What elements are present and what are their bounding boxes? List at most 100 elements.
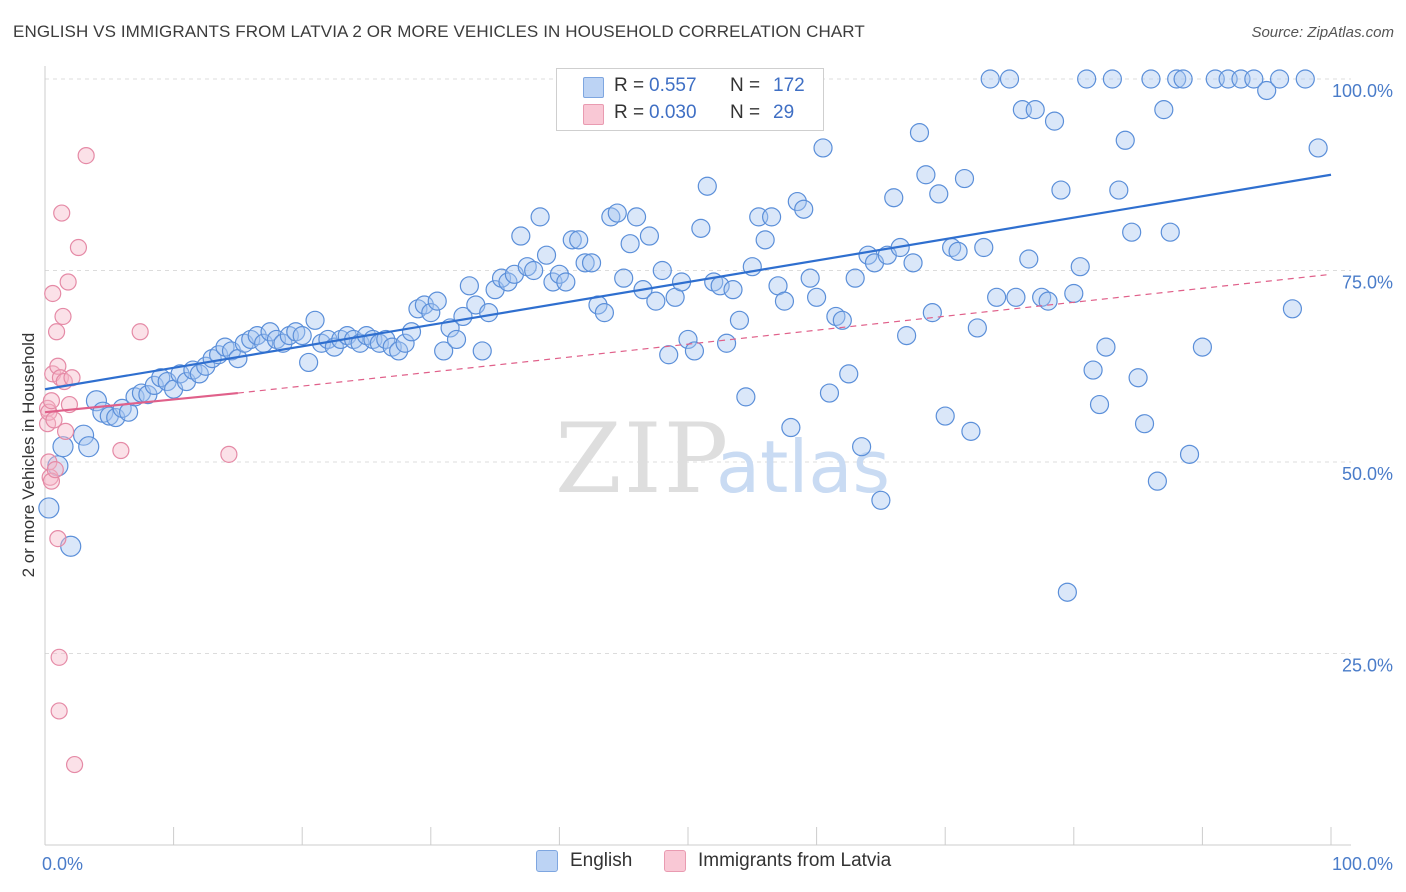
data-point — [787, 191, 807, 212]
data-point — [42, 392, 61, 410]
legend-series: English Immigrants from Latvia — [0, 850, 1406, 880]
data-point — [511, 226, 531, 246]
data-point — [800, 268, 820, 288]
legend-swatch-latvia — [583, 104, 604, 125]
data-point — [774, 291, 795, 311]
legend-label-latvia: Immigrants from Latvia — [698, 850, 892, 871]
data-point — [1064, 283, 1084, 304]
data-point — [50, 702, 68, 720]
watermark-zip: ZIP — [555, 403, 730, 515]
legend-item-latvia[interactable]: Immigrants from Latvia — [664, 850, 891, 872]
data-point — [903, 253, 923, 273]
data-point — [678, 329, 698, 350]
data-point — [498, 272, 518, 292]
data-point — [569, 230, 589, 250]
data-point — [646, 291, 666, 311]
data-point — [980, 69, 1000, 89]
data-point — [922, 303, 942, 323]
data-point — [305, 310, 325, 330]
y-axis-label: 2 or more Vehicles in Household — [19, 333, 38, 578]
legend-n-label: N = — [730, 75, 761, 96]
data-point — [434, 341, 454, 361]
data-point — [729, 310, 750, 330]
data-point — [530, 207, 550, 227]
data-point — [131, 323, 149, 341]
data-point — [806, 287, 827, 307]
data-point — [594, 303, 615, 323]
legend-swatch-english — [536, 850, 558, 872]
data-point — [1154, 100, 1174, 120]
legend-r-label: R = — [614, 102, 645, 123]
data-point — [967, 318, 987, 338]
legend-r-value: 0.557 — [649, 75, 697, 96]
data-point — [1044, 111, 1065, 131]
data-point — [974, 237, 994, 258]
data-point — [1096, 337, 1116, 357]
legend-item-english[interactable]: English — [536, 850, 632, 872]
data-point — [1192, 337, 1213, 357]
data-point — [1134, 414, 1155, 434]
data-point — [44, 284, 62, 303]
data-point — [1244, 69, 1264, 89]
data-point — [716, 333, 737, 353]
source-label: Source: ZipAtlas.com — [1251, 24, 1394, 41]
legend-row-english: R = 0.557 N = 172 — [557, 73, 823, 99]
data-point — [1070, 257, 1090, 277]
legend-n-value: 29 — [773, 102, 795, 123]
data-point — [1141, 69, 1161, 89]
data-point — [1257, 80, 1277, 101]
data-point — [1089, 394, 1110, 415]
data-point — [794, 199, 814, 219]
data-point — [1295, 69, 1315, 89]
data-point — [1038, 291, 1058, 311]
data-point — [897, 326, 917, 346]
data-point — [1128, 368, 1148, 388]
data-point — [639, 226, 660, 246]
data-point — [961, 421, 981, 441]
data-point — [472, 341, 492, 361]
data-point — [401, 322, 422, 342]
data-point — [987, 287, 1007, 307]
trend-line — [44, 173, 1332, 391]
data-point — [813, 138, 833, 158]
data-point — [50, 648, 68, 666]
data-point — [1167, 69, 1187, 89]
data-point — [884, 188, 904, 208]
data-point — [144, 375, 164, 395]
data-point — [414, 295, 434, 315]
data-point — [935, 406, 955, 426]
data-point — [954, 168, 975, 189]
data-point — [929, 184, 949, 204]
data-point — [59, 273, 77, 291]
data-point — [1109, 180, 1129, 200]
data-point — [581, 253, 602, 273]
data-point — [524, 260, 544, 281]
gridlines — [45, 78, 1351, 654]
legend-r-value: 0.030 — [649, 102, 697, 123]
data-point — [77, 147, 95, 165]
data-point — [247, 326, 267, 346]
data-point — [948, 241, 968, 261]
data-point — [1102, 69, 1122, 89]
data-point — [427, 291, 447, 311]
data-point — [697, 176, 717, 196]
data-point — [446, 329, 467, 350]
data-point — [292, 326, 312, 346]
data-point — [220, 445, 238, 463]
data-point — [1308, 138, 1328, 158]
series-latvia-points — [38, 147, 238, 774]
legend-swatch-latvia — [664, 850, 686, 872]
data-point — [56, 422, 75, 440]
data-point — [832, 310, 852, 330]
legend-n-label: N = — [730, 102, 761, 123]
data-point — [999, 69, 1020, 89]
trend-lines — [44, 173, 1332, 414]
legend-swatch-english — [583, 77, 604, 98]
data-point — [723, 280, 743, 300]
data-point — [38, 497, 60, 519]
data-point — [620, 234, 640, 254]
data-point — [395, 333, 415, 353]
data-point — [1025, 100, 1045, 120]
data-point — [1282, 299, 1303, 319]
data-point — [1160, 222, 1180, 242]
